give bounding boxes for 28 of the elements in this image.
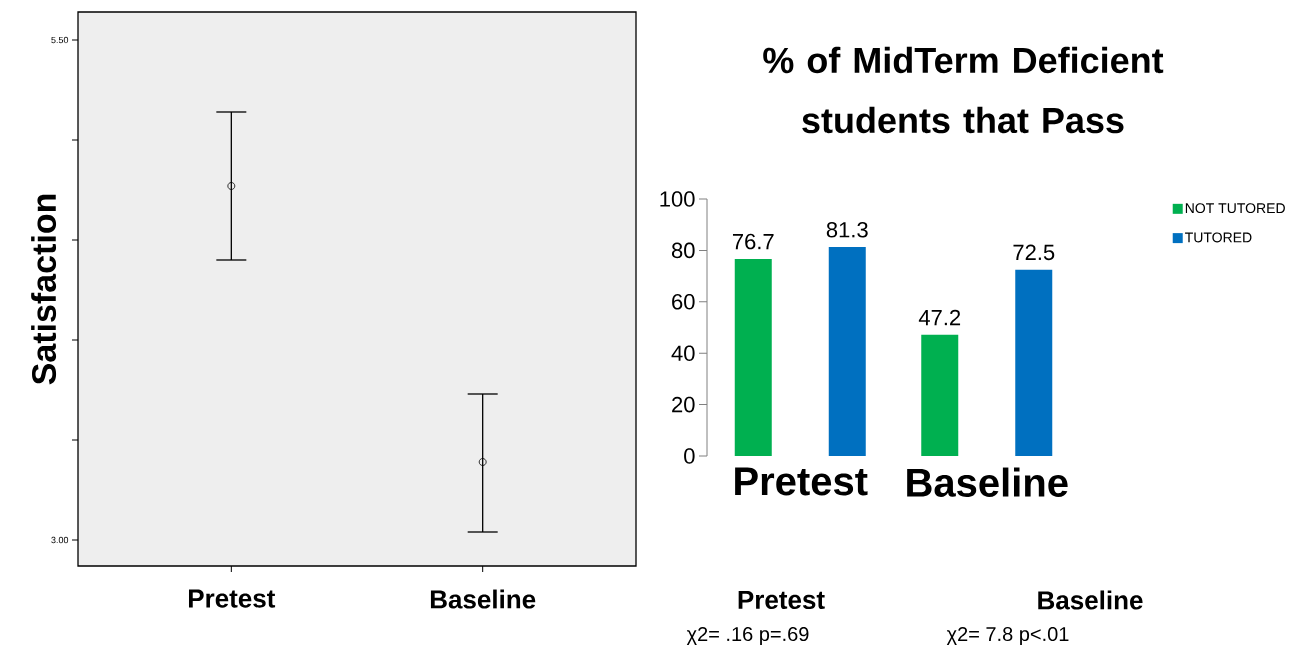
data-label: 47.2: [918, 309, 961, 326]
y-tick-label: 40: [671, 345, 695, 361]
x-tick-label: Baseline: [1038, 590, 1143, 610]
y-tick-label: 0: [684, 448, 695, 464]
text: Baseline: [907, 467, 1068, 497]
x-tick-label: Pretest: [188, 589, 276, 608]
text: Pretest: [735, 467, 868, 496]
chart-title: % of MidTerm Deficient students that Pass: [763, 46, 1164, 134]
text: χ2= 7.8 p<.01: [946, 626, 1069, 646]
x-tick-label: Baseline: [430, 589, 536, 609]
bar: [734, 258, 772, 456]
y-tick-label: 20: [672, 396, 695, 413]
y-tick-label: 3.00: [51, 536, 69, 544]
bar: [1015, 269, 1053, 456]
y-axis-title: Satisfaction: [31, 194, 57, 385]
y-tick-label: 80: [671, 242, 695, 259]
text: χ2= .16 p=.69: [686, 626, 809, 646]
y-tick-label: 100: [660, 191, 695, 207]
bar: [828, 247, 866, 456]
y-tick-label: 5.50: [51, 36, 69, 44]
y-tick-label: 60: [672, 294, 695, 310]
legend-label: NOT TUTORED: [1185, 203, 1285, 214]
data-label: 76.7: [732, 233, 774, 250]
data-label: 81.3: [826, 221, 868, 238]
x-tick-label: Pretest: [738, 590, 825, 610]
bar: [921, 334, 959, 456]
data-label: 72.5: [1013, 244, 1055, 261]
legend-label: TUTORED: [1185, 232, 1252, 243]
